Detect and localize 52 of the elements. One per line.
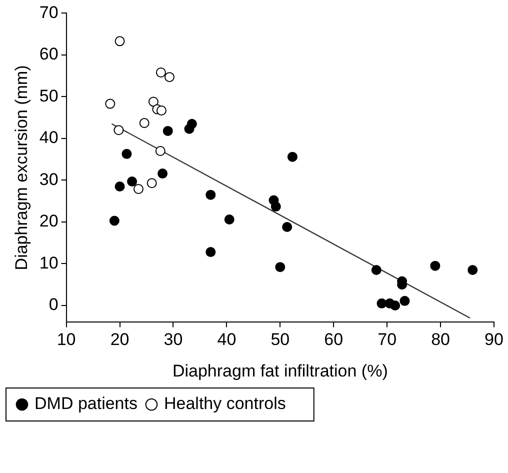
y-tick-label: 0 [48, 295, 58, 314]
y-tick-label: 50 [39, 86, 58, 106]
point [282, 222, 292, 232]
point [114, 36, 125, 46]
y-tick-label: 10 [39, 253, 58, 272]
x-tick-label: 70 [378, 330, 397, 350]
x-tick-label: 60 [324, 330, 344, 350]
x-tick-label: 50 [270, 330, 290, 350]
x-tick-label: 20 [110, 330, 130, 350]
point [270, 202, 281, 212]
point [287, 152, 298, 162]
point [156, 105, 166, 116]
point [156, 67, 166, 78]
point [127, 176, 138, 186]
x-tick-label: 40 [217, 330, 236, 350]
point [148, 96, 158, 107]
y-tick-label: 40 [39, 128, 58, 148]
point [139, 118, 150, 128]
y-tick-label: 70 [39, 2, 58, 22]
x-tick-label: 10 [56, 330, 76, 350]
point [376, 298, 387, 308]
point [114, 181, 125, 192]
legend-label: Healthy controls [164, 394, 286, 414]
point [109, 216, 120, 226]
legend-label: DMD patients [34, 394, 138, 414]
point [430, 260, 440, 271]
point [146, 178, 157, 188]
point [114, 125, 124, 136]
y-tick-label: 30 [39, 170, 58, 189]
point [186, 118, 197, 129]
x-tick-label: 80 [431, 330, 450, 350]
point [390, 300, 400, 310]
point [400, 296, 410, 306]
x-tick-label: 30 [164, 330, 183, 350]
point [105, 98, 116, 109]
point [468, 265, 478, 276]
x-axis-title: Diaphragm fat infiltration (%) [172, 361, 388, 380]
point [206, 247, 216, 258]
point [122, 148, 132, 159]
point [275, 262, 286, 272]
point [371, 265, 382, 276]
y-tick-label: 60 [39, 44, 58, 64]
point [158, 168, 168, 179]
point [206, 190, 216, 200]
point [155, 146, 166, 156]
point [164, 72, 174, 82]
y-axis-title: Diaphragm excursion (mm) [12, 65, 31, 270]
y-tick-label: 20 [39, 212, 58, 231]
point [224, 214, 234, 224]
point [133, 184, 144, 194]
x-tick-label: 90 [484, 330, 504, 350]
point [162, 126, 173, 136]
